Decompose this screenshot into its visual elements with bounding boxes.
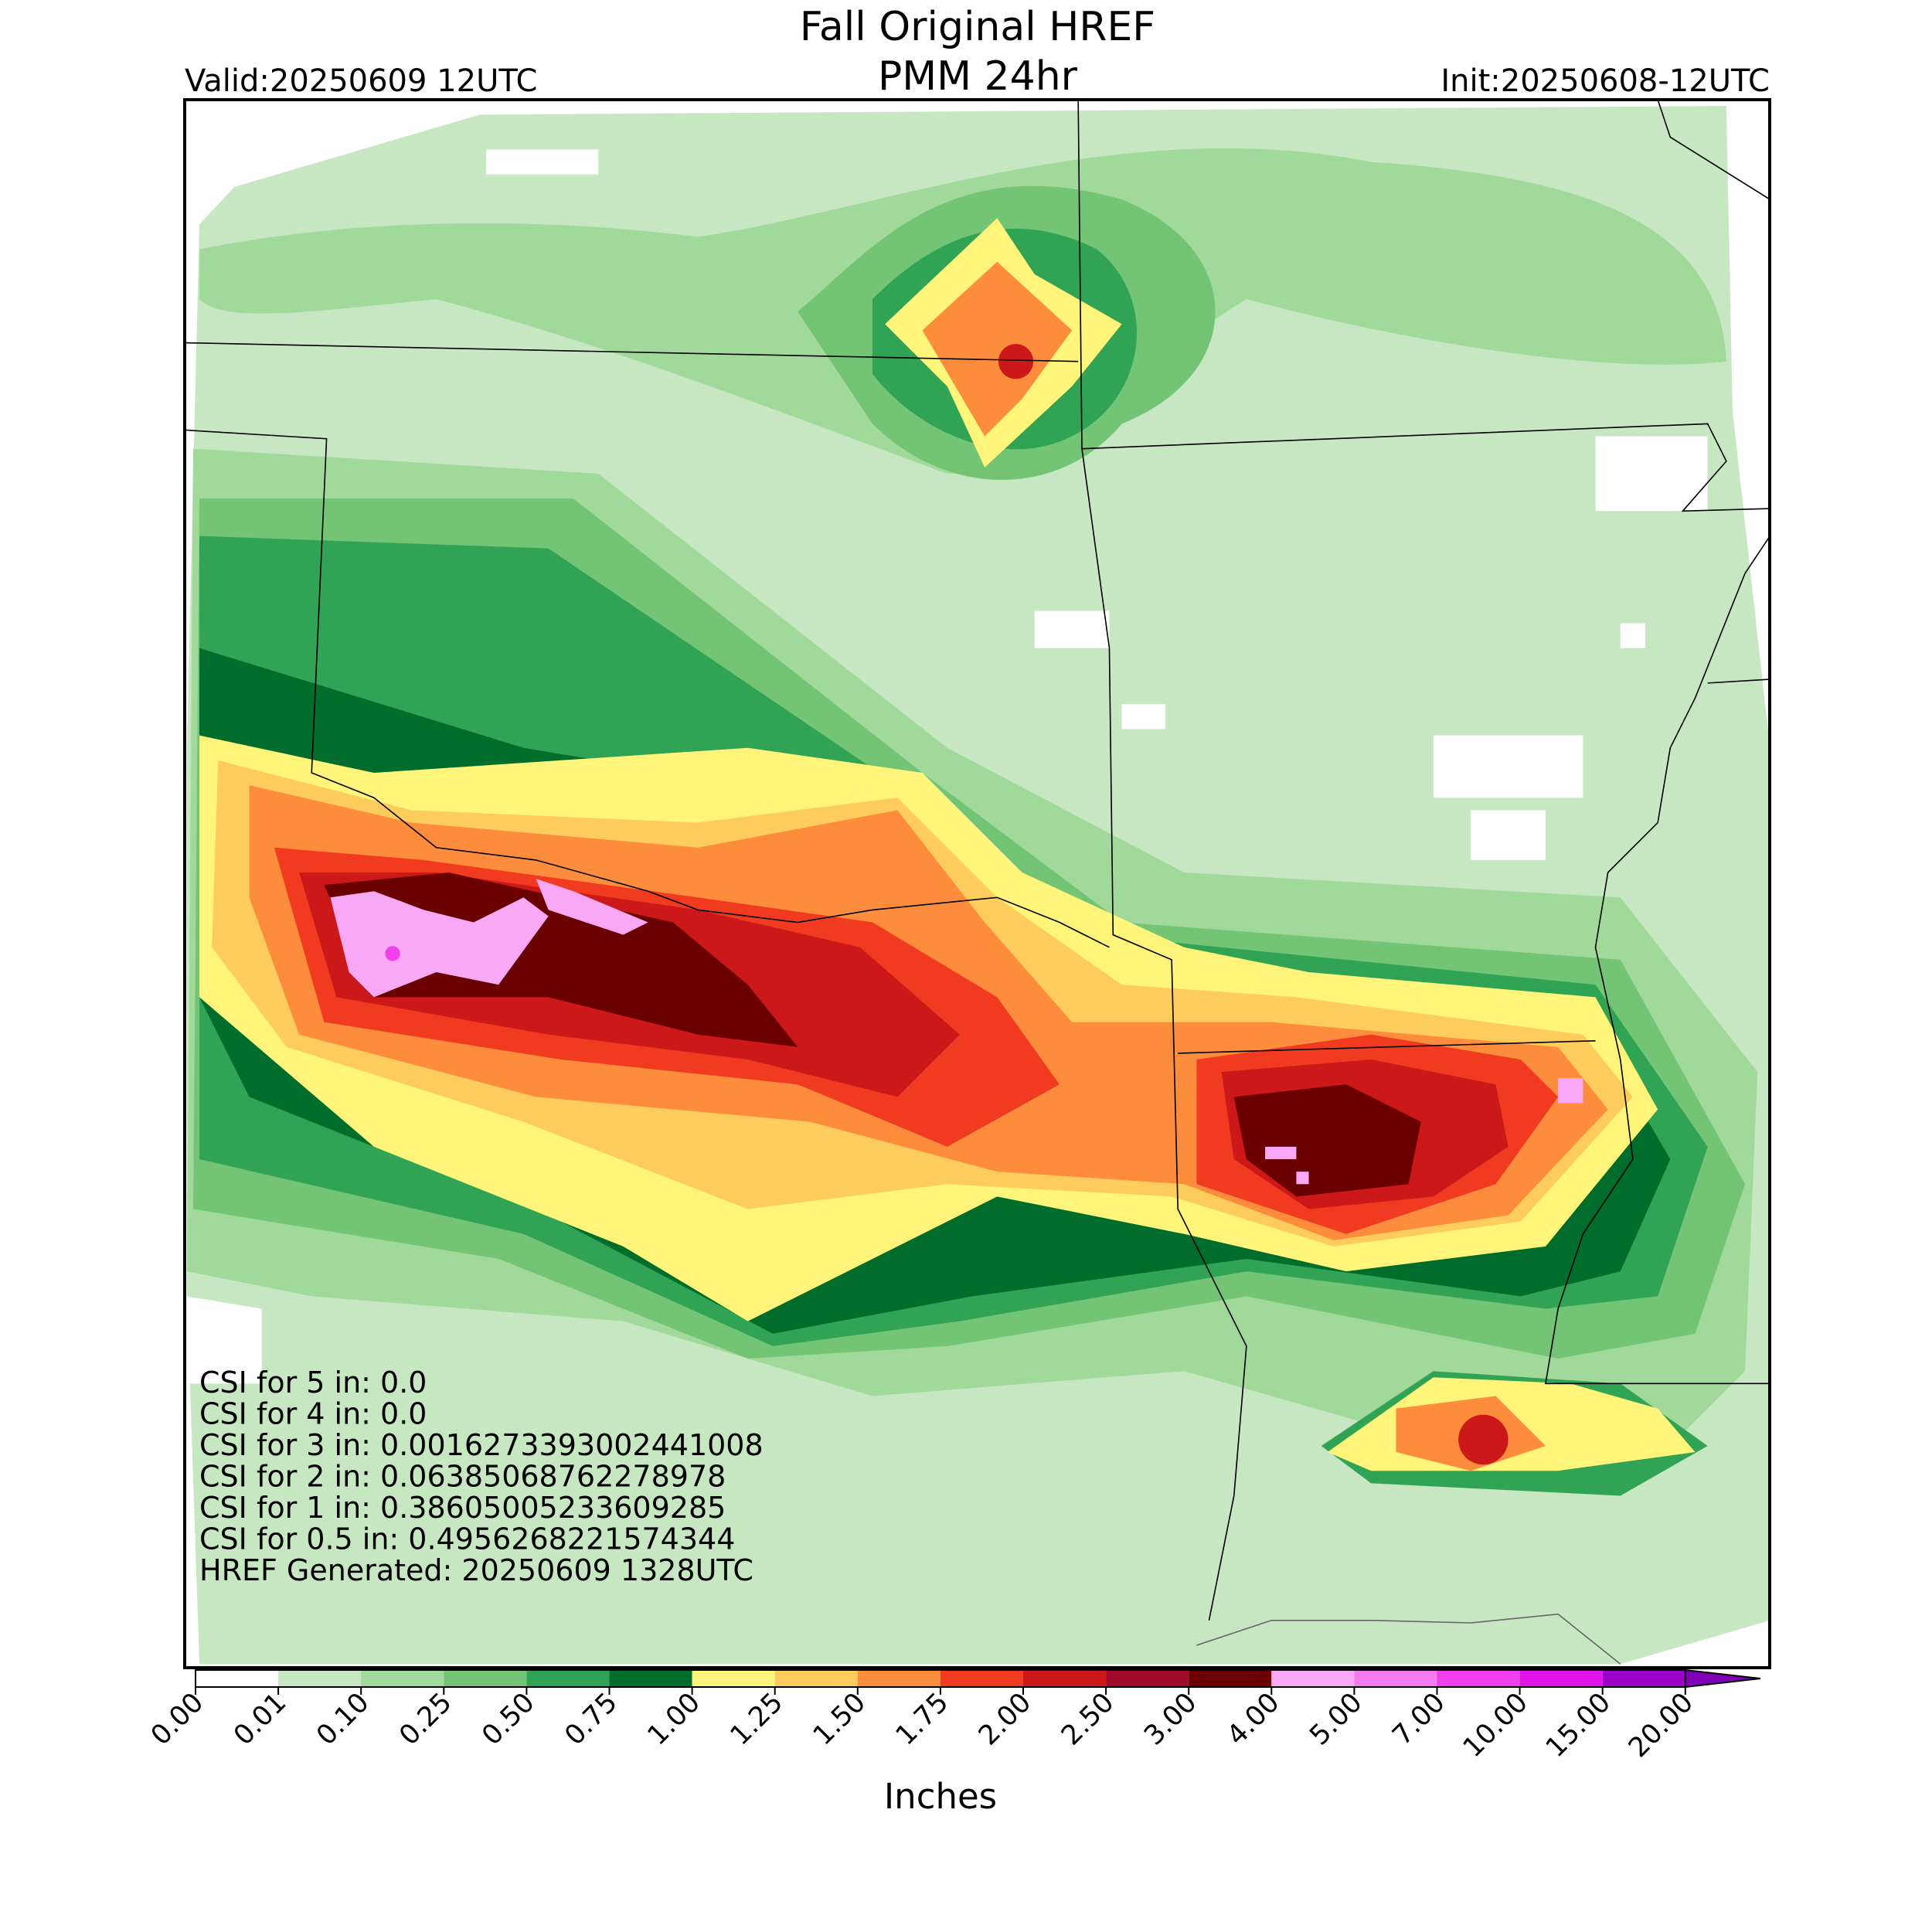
colorbar-tick-label: 0.75: [559, 1687, 623, 1751]
colorbar-segment: [361, 1670, 444, 1687]
colorbar-tick-label: 7.00: [1386, 1687, 1451, 1751]
colorbar-tick-label: 1.75: [890, 1687, 954, 1751]
colorbar-tick-label: 5.00: [1304, 1687, 1368, 1751]
colorbar-tick-label: 3.00: [1138, 1687, 1202, 1751]
colorbar-tick-label: 15.00: [1540, 1687, 1617, 1764]
colorbar-tick-label: 20.00: [1623, 1687, 1699, 1764]
colorbar-segment: [609, 1670, 692, 1687]
valid-time: Valid:20250609 12UTC: [185, 63, 537, 99]
colorbar-segment: [857, 1670, 940, 1687]
colorbar-tick-label: 2.50: [1056, 1687, 1120, 1751]
colorbar-label: Inches: [884, 1776, 997, 1817]
colorbar-tick-label: 0.10: [311, 1687, 375, 1751]
colorbar-tick-label: 1.50: [808, 1687, 872, 1751]
colorbar-extension: [1684, 1668, 1760, 1689]
stat-line: CSI for 3 in: 0.0016273393002441008: [199, 1428, 764, 1462]
colorbar-segment: [196, 1670, 279, 1687]
subtitle: PMM 24hr: [878, 53, 1078, 100]
stat-line: CSI for 5 in: 0.0: [199, 1366, 427, 1400]
colorbar-segment: [1189, 1670, 1272, 1687]
colorbar-tick-label: 2.00: [973, 1687, 1037, 1751]
colorbar-segment: [1437, 1670, 1520, 1687]
colorbar-segment: [940, 1670, 1023, 1687]
stat-line: CSI for 4 in: 0.0: [199, 1397, 427, 1431]
colorbar-tick-label: 0.50: [476, 1687, 540, 1751]
colorbar-tick-label: 0.00: [145, 1687, 209, 1751]
colorbar-tick-label: 0.25: [393, 1687, 457, 1751]
stat-line: HREF Generated: 20250609 1328UTC: [199, 1553, 753, 1587]
colorbar-tick-label: 0.01: [228, 1687, 292, 1751]
init-time: Init:20250608-12UTC: [1440, 63, 1770, 99]
colorbar-segment: [1106, 1670, 1189, 1687]
colorbar-tick-label: 10.00: [1458, 1687, 1534, 1764]
title: Fall Original HREF: [800, 4, 1155, 50]
colorbar-segment: [1519, 1670, 1603, 1687]
colorbar-segment: [1271, 1670, 1355, 1687]
colorbar: 0.00 0.01 0.10 0.25 0.50 0.75 1.00 1.25 1.50 1.75…: [145, 1668, 1760, 1817]
colorbar-segment: [1023, 1670, 1107, 1687]
colorbar-segment: [692, 1670, 775, 1687]
colorbar-segment: [1354, 1670, 1437, 1687]
colorbar-segment: [278, 1670, 362, 1687]
map: [185, 100, 1770, 1665]
map-frame: [183, 98, 1771, 1669]
colorbar-tick-label: 4.00: [1221, 1687, 1285, 1751]
colorbar-tick-label: 1.00: [642, 1687, 706, 1751]
colorbar-segment: [1602, 1670, 1685, 1687]
colorbar-segment: [444, 1670, 527, 1687]
colorbar-segment: [774, 1670, 858, 1687]
stat-line: CSI for 0.5 in: 0.4956268221574344: [199, 1522, 735, 1556]
stat-line: CSI for 1 in: 0.38605005233609285: [199, 1491, 726, 1525]
colorbar-segment: [526, 1670, 610, 1687]
colorbar-tick-label: 1.25: [725, 1687, 789, 1751]
stat-line: CSI for 2 in: 0.06385068762278978: [199, 1460, 726, 1494]
